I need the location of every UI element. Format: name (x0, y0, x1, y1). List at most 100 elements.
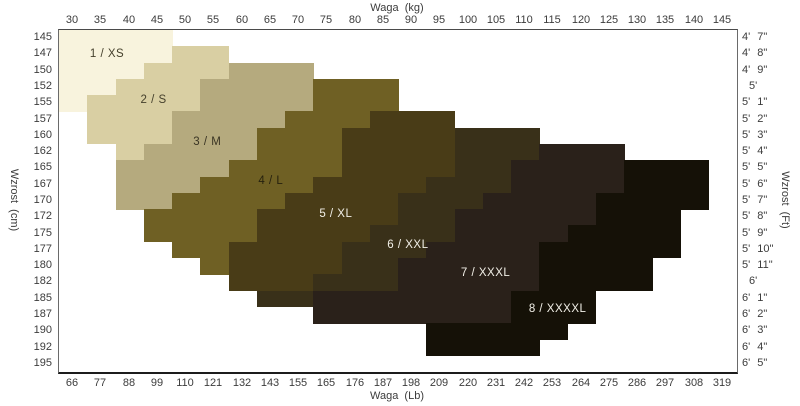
size-region-segment (539, 274, 653, 292)
size-region-segment (115, 192, 173, 210)
size-region-segment (454, 209, 597, 226)
size-region-segment (426, 323, 568, 340)
x-tick-top: 75 (319, 14, 333, 26)
size-region-segment (398, 192, 484, 210)
size-region-segment (341, 258, 399, 275)
size-region-segment (172, 241, 229, 259)
x-tick-bottom: 176 (345, 377, 365, 389)
x-tick-top: 110 (515, 14, 533, 26)
size-region-segment (595, 209, 681, 226)
size-region-segment (369, 225, 455, 243)
size-region-segment (228, 160, 342, 178)
size-region-segment (115, 78, 201, 96)
x-tick-top: 95 (432, 14, 446, 26)
y-tick-left: 187 (33, 308, 52, 320)
y-tick-right: 5' 6" (742, 178, 768, 190)
x-tick-top: 55 (206, 14, 220, 26)
size-region-segment (539, 144, 625, 161)
y-tick-left: 155 (33, 96, 52, 108)
size-region-segment (454, 127, 540, 145)
size-region-segment (143, 62, 229, 80)
x-tick-top: 145 (712, 14, 732, 26)
x-tick-top: 105 (486, 14, 506, 26)
size-region-segment (200, 176, 314, 194)
y-tick-right: 5' 9" (742, 227, 768, 239)
size-region-segment (426, 241, 540, 259)
y-tick-left: 195 (33, 357, 52, 369)
x-tick-bottom: 66 (65, 377, 79, 389)
x-tick-top: 100 (458, 14, 478, 26)
y-tick-left: 185 (33, 292, 52, 304)
size-region-segment (454, 225, 568, 243)
size-region-segment (313, 176, 427, 194)
size-region-segment (200, 78, 314, 96)
size-region-segment (511, 160, 625, 178)
size-region-segment (511, 176, 625, 194)
size-region-segment (398, 209, 455, 226)
x-tick-bottom: 231 (486, 377, 506, 389)
y-tick-left: 157 (33, 113, 52, 125)
top-axis-title: Waga (kg) (370, 2, 424, 14)
y-tick-right: 5' 7" (742, 194, 768, 206)
size-region-segment (256, 290, 314, 308)
x-tick-top: 115 (543, 14, 561, 26)
size-label-1: 1 / XS (89, 47, 125, 60)
y-tick-right: 6' 5" (742, 357, 768, 369)
y-tick-right: 4' 7" (742, 31, 768, 43)
size-region-segment (595, 192, 710, 210)
x-tick-bottom: 187 (373, 377, 393, 389)
x-tick-bottom: 319 (712, 377, 732, 389)
right-axis-title: Wzrost (Ft) (779, 171, 791, 229)
size-region-segment (511, 306, 597, 324)
y-tick-left: 147 (33, 47, 52, 59)
y-tick-right: 6' 4" (742, 341, 768, 353)
size-region-segment (369, 111, 455, 129)
x-tick-top: 50 (178, 14, 192, 26)
y-tick-right: 5' 3" (742, 129, 768, 141)
size-region-segment (426, 339, 540, 357)
y-tick-left: 145 (33, 31, 52, 43)
size-region-segment (59, 78, 116, 96)
x-tick-bottom: 77 (93, 377, 107, 389)
size-region-segment (313, 306, 512, 324)
x-tick-top: 140 (684, 14, 704, 26)
size-region-segment (341, 144, 455, 161)
size-region-segment (200, 95, 314, 112)
bottom-axis-title: Waga (Lb) (369, 390, 425, 402)
size-region-segment (115, 176, 201, 194)
size-region-segment (228, 62, 314, 80)
x-tick-bottom: 286 (627, 377, 647, 389)
size-region-segment (256, 144, 342, 161)
y-tick-left: 192 (33, 341, 52, 353)
x-tick-top: 125 (599, 14, 619, 26)
size-region-segment (228, 241, 342, 259)
y-tick-right: 5' 10" (742, 243, 774, 255)
x-tick-top: 65 (263, 14, 277, 26)
y-tick-left: 162 (33, 145, 52, 157)
size-region-segment (59, 46, 173, 64)
size-region-segment (313, 95, 399, 112)
size-region-segment (256, 127, 342, 145)
x-tick-top: 90 (404, 14, 418, 26)
y-tick-right: 6' 2" (742, 308, 768, 320)
size-region-segment (200, 258, 229, 275)
y-tick-left: 150 (33, 64, 52, 76)
size-region-segment (59, 30, 173, 47)
y-tick-right: 5' (749, 80, 758, 92)
x-tick-bottom: 165 (316, 377, 336, 389)
y-tick-left: 177 (33, 243, 52, 255)
size-label-2: 2 / S (140, 94, 167, 107)
size-region-segment (115, 160, 229, 178)
y-tick-left: 180 (33, 259, 52, 271)
x-tick-top: 120 (571, 14, 591, 26)
size-region-segment (398, 258, 540, 275)
y-tick-right: 5' 4" (742, 145, 768, 157)
y-tick-left: 175 (33, 227, 52, 239)
size-region-segment (172, 127, 258, 145)
size-region-segment (228, 274, 314, 292)
x-tick-top: 30 (65, 14, 79, 26)
y-tick-left: 160 (33, 129, 52, 141)
size-region-segment (256, 225, 371, 243)
x-tick-bottom: 143 (260, 377, 280, 389)
y-tick-right: 5' 1" (742, 96, 768, 108)
